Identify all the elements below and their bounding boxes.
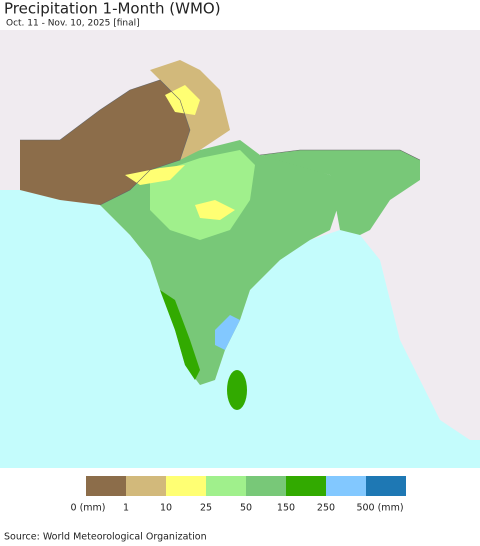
- border: [259, 149, 421, 161]
- legend-label: 50: [240, 503, 252, 514]
- source: Source: World Meteorological Organizatio…: [4, 532, 207, 543]
- legend-swatch: [126, 476, 166, 496]
- legend-swatch: [86, 476, 126, 496]
- legend: 0 (mm) 1 10 25 50 150 250 500 (mm): [71, 476, 406, 514]
- subtitle: Oct. 11 - Nov. 10, 2025 [final]: [6, 19, 140, 29]
- title: Precipitation 1-Month (WMO): [4, 0, 221, 18]
- northeast: [260, 150, 420, 235]
- border: [20, 79, 191, 206]
- legend-swatch: [166, 476, 206, 496]
- map: [0, 30, 480, 468]
- legend-swatch: [366, 476, 406, 496]
- legend-label: 250: [317, 503, 335, 514]
- legend-swatch: [286, 476, 326, 496]
- legend-label: 0 (mm): [71, 503, 106, 514]
- ocean: [0, 190, 480, 468]
- legend-label: 150: [277, 503, 295, 514]
- legend-swatch: [326, 476, 366, 496]
- west-coast: [160, 290, 200, 380]
- sri-lanka: [227, 370, 247, 410]
- legend-swatch: [246, 476, 286, 496]
- legend-label: 10: [160, 503, 172, 514]
- yellow-area: [195, 200, 235, 220]
- east-coast: [215, 315, 240, 350]
- legend-label: 25: [200, 503, 212, 514]
- legend-label: 1: [123, 503, 129, 514]
- legend-label: 500 (mm): [356, 503, 403, 514]
- legend-swatch: [206, 476, 246, 496]
- pakistan: [20, 80, 190, 205]
- yellow-area: [165, 85, 200, 115]
